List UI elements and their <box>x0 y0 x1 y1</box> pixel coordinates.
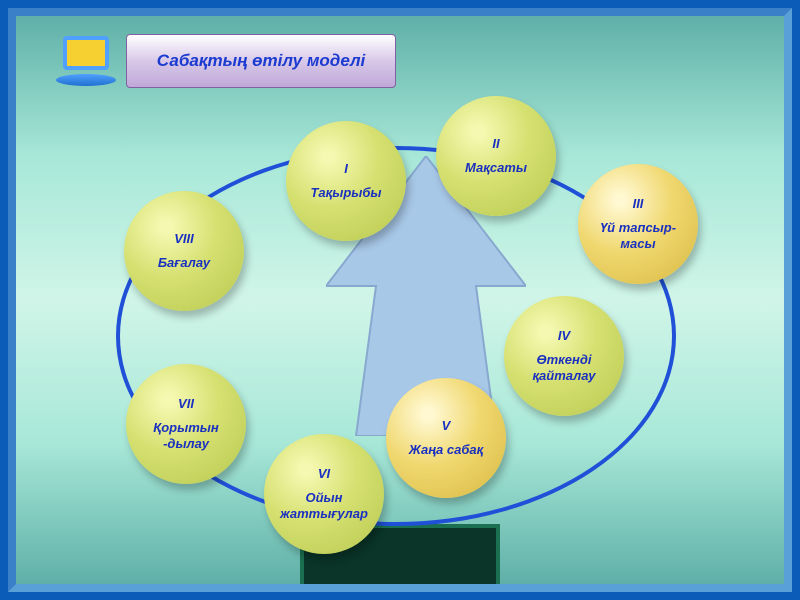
ball-label: Тақырыбы <box>310 185 381 201</box>
ball-b4: IV Өткенді қайталау <box>504 296 624 416</box>
ball-label: Жаңа сабақ <box>409 442 483 458</box>
ball-b3: III Үй тапсыр-масы <box>578 164 698 284</box>
ball-number: I <box>344 161 348 177</box>
ball-b7: VII Қорытын -дылау <box>126 364 246 484</box>
computer-icon <box>56 36 116 86</box>
ball-b1: I Тақырыбы <box>286 121 406 241</box>
ball-b5: V Жаңа сабақ <box>386 378 506 498</box>
ball-label: Өткенді қайталау <box>512 352 616 385</box>
ball-number: VIII <box>174 231 194 247</box>
ball-number: IV <box>558 328 570 344</box>
ball-label: Қорытын -дылау <box>134 420 238 453</box>
ball-number: II <box>492 136 499 152</box>
ball-b6: VI Ойын жаттығулар <box>264 434 384 554</box>
ball-number: III <box>633 196 644 212</box>
title-box: Сабақтың өтілу моделі <box>126 34 396 88</box>
ball-number: VI <box>318 466 330 482</box>
title-text: Сабақтың өтілу моделі <box>157 51 366 71</box>
ball-label: Бағалау <box>158 255 210 271</box>
ball-number: VII <box>178 396 194 412</box>
ball-label: Мақсаты <box>465 160 527 176</box>
inner-frame: Сабақтың өтілу моделі I Тақырыбы II Мақсаты… <box>8 8 792 592</box>
ball-b2: II Мақсаты <box>436 96 556 216</box>
header: Сабақтың өтілу моделі <box>56 34 396 88</box>
ball-label: Ойын жаттығулар <box>272 490 376 523</box>
outer-frame: Сабақтың өтілу моделі I Тақырыбы II Мақсаты… <box>0 0 800 600</box>
ball-number: V <box>442 418 451 434</box>
ball-label: Үй тапсыр-масы <box>586 220 690 253</box>
ball-b8: VIII Бағалау <box>124 191 244 311</box>
